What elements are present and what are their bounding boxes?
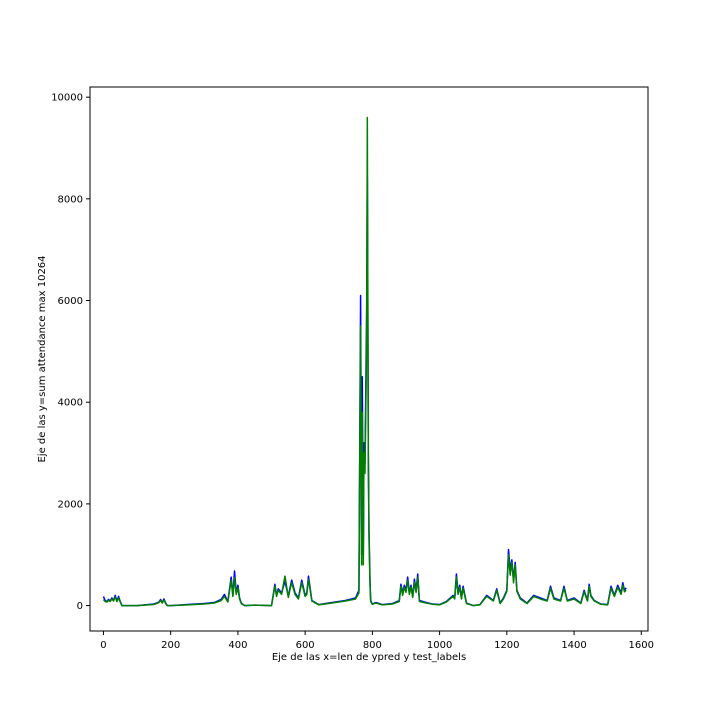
y-tick-label: 10000 [51, 93, 83, 104]
x-tick-label: 600 [296, 640, 315, 651]
y-axis-ticks: 0 2000 4000 6000 8000 10000 [51, 93, 90, 612]
y-tick-label: 4000 [58, 398, 83, 409]
x-tick-label: 200 [161, 640, 180, 651]
x-tick-label: 1000 [427, 640, 452, 651]
series-layer [102, 116, 627, 607]
y-tick-label: 6000 [58, 296, 83, 307]
plot-frame [89, 86, 649, 632]
y-tick-label: 0 [77, 601, 83, 612]
y-tick-label: 2000 [58, 499, 83, 510]
x-axis-label: Eje de las x=len de ypred y test_labels [272, 652, 466, 663]
x-tick-label: 1200 [494, 640, 519, 651]
x-axis-ticks: 0 200 400 600 800 1000 1200 1400 1600 [100, 631, 654, 651]
y-tick-label: 8000 [58, 194, 83, 205]
series-line-2 [102, 116, 627, 607]
x-tick-label: 1400 [561, 640, 586, 651]
x-tick-label: 0 [100, 640, 106, 651]
x-tick-label: 800 [363, 640, 382, 651]
y-axis-label: Eje de las y=sum attendance max 10264 [37, 255, 48, 462]
x-tick-label: 400 [228, 640, 247, 651]
x-tick-label: 1600 [629, 640, 654, 651]
